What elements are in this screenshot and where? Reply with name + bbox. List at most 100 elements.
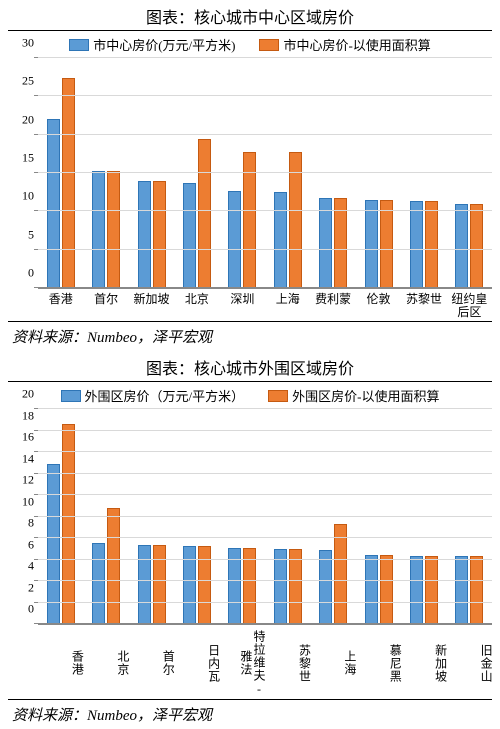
bar-group [174,139,219,288]
chart2-legend: 外围区房价（万元/平方米） 外围区房价-以使用面积算 [8,382,492,409]
grid-line [38,172,492,173]
x-tick-label: 纽约皇后区 [447,289,492,319]
tick-mark [34,430,38,431]
bar-group [310,198,355,288]
chart1-legend: 市中心房价(万元/平方米) 市中心房价-以使用面积算 [8,31,492,58]
x-tick-label: 上海 [265,289,310,319]
x-tick-label: 新加坡 [401,625,446,697]
grid-line [38,430,492,431]
chart1-title: 图表：核心城市中心区域房价 [8,0,492,30]
bar-series2 [198,546,211,624]
bar-group [401,201,446,288]
tick-mark [34,559,38,560]
tick-mark [34,602,38,603]
chart1-xlabels: 香港首尔新加坡北京深圳上海费利蒙伦敦苏黎世纽约皇后区 [38,289,492,319]
bar-series2 [334,198,347,288]
bar-series1 [410,201,423,288]
bar-series1 [92,171,105,288]
bar-series2 [470,204,483,288]
bar-group [447,556,492,625]
bar-series2 [198,139,211,288]
y-tick-label: 4 [10,559,34,574]
y-tick-label: 30 [10,36,34,51]
y-tick-label: 14 [10,451,34,466]
bar-group [83,508,128,624]
chart1-bars [38,58,492,288]
grid-line [38,580,492,581]
bar-group [401,556,446,625]
x-tick-label: 首尔 [129,625,174,697]
chart1-wrap: 市中心房价(万元/平方米) 市中心房价-以使用面积算 051015202530 … [8,31,492,319]
grid-line [38,210,492,211]
y-tick-label: 20 [10,387,34,402]
bar-series2 [380,555,393,625]
bar-series1 [455,204,468,288]
grid-line [38,57,492,58]
bar-series2 [107,171,120,288]
bar-series1 [92,543,105,625]
tick-mark [34,516,38,517]
grid-line [38,287,492,288]
tick-mark [34,210,38,211]
bar-group [38,78,83,288]
chart2-plot: 02468101214161820 [38,409,492,625]
chart2-source: 资料来源：Numbeo，泽平宏观 [8,700,492,729]
tick-mark [34,473,38,474]
y-tick-label: 15 [10,151,34,166]
tick-mark [34,451,38,452]
grid-line [38,537,492,538]
tick-mark [34,408,38,409]
y-tick-label: 2 [10,580,34,595]
bar-series2 [470,556,483,625]
chart1-legend-item-1: 市中心房价(万元/平方米) [69,35,235,54]
grid-line [38,602,492,603]
bar-series1 [47,464,60,624]
x-tick-label: 特拉维夫-雅法 [220,625,265,697]
y-tick-label: 8 [10,516,34,531]
bar-series1 [228,191,241,288]
grid-line [38,134,492,135]
bar-group [83,171,128,288]
bar-series1 [365,555,378,625]
y-tick-label: 18 [10,408,34,423]
y-tick-label: 20 [10,112,34,127]
bar-series1 [47,119,60,288]
legend-label-series1: 外围区房价（万元/平方米） [85,386,245,405]
grid-line [38,95,492,96]
chart2-title: 图表：核心城市外围区域房价 [8,351,492,381]
tick-mark [34,623,38,624]
chart1-source: 资料来源：Numbeo，泽平宏观 [8,322,492,351]
x-tick-label: 香港 [38,625,83,697]
bar-series1 [319,550,332,624]
bar-group [356,555,401,625]
grid-line [38,623,492,624]
x-tick-label: 费利蒙 [310,289,355,319]
grid-line [38,494,492,495]
y-tick-label: 10 [10,189,34,204]
x-tick-label: 旧金山 [447,625,492,697]
y-tick-label: 0 [10,602,34,617]
bar-group [447,204,492,288]
x-tick-label: 伦敦 [356,289,401,319]
y-tick-label: 16 [10,430,34,445]
y-tick-label: 25 [10,74,34,89]
y-tick-label: 12 [10,473,34,488]
bar-series2 [107,508,120,624]
x-tick-label: 深圳 [220,289,265,319]
bar-series2 [289,549,302,624]
grid-line [38,451,492,452]
chart2-legend-item-1: 外围区房价（万元/平方米） [61,386,245,405]
bar-series2 [380,200,393,288]
grid-line [38,249,492,250]
chart2-panel: 图表：核心城市外围区域房价 外围区房价（万元/平方米） 外围区房价-以使用面积算… [0,351,500,729]
bar-series1 [455,556,468,625]
legend-swatch-series1 [61,390,81,402]
bar-series1 [138,181,151,288]
x-tick-label: 香港 [38,289,83,319]
tick-mark [34,537,38,538]
tick-mark [34,287,38,288]
bar-series1 [319,198,332,288]
legend-label-series2: 外围区房价-以使用面积算 [292,386,439,405]
legend-label-series1: 市中心房价(万元/平方米) [93,35,235,54]
bar-series2 [62,78,75,288]
